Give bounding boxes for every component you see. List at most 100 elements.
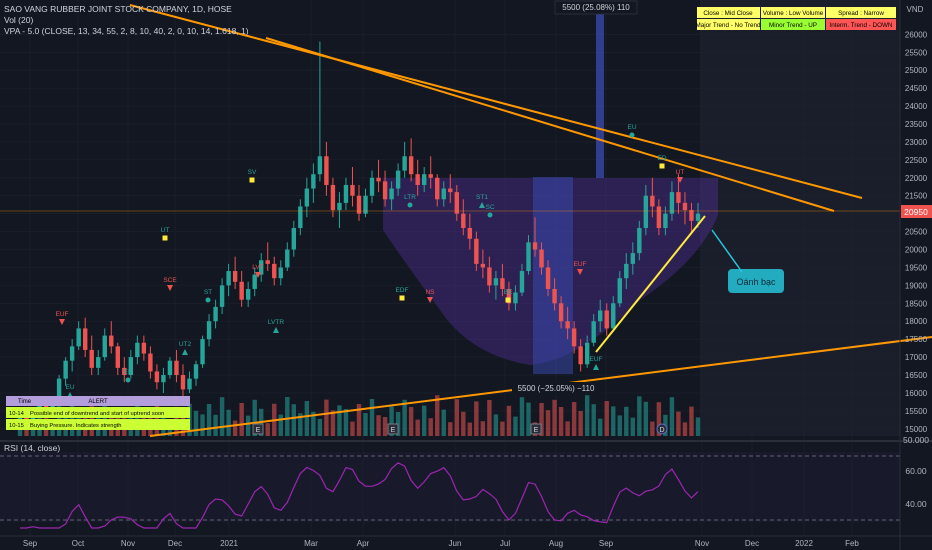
candle-body	[63, 360, 68, 379]
volume-bar	[252, 399, 257, 436]
time-tick: Jul	[500, 539, 510, 548]
current-price-tag	[901, 205, 932, 218]
signal-label: SV	[248, 169, 257, 176]
callout-box[interactable]	[728, 269, 784, 293]
volume-bar	[389, 406, 394, 436]
candle-body	[369, 177, 375, 196]
volume-bar	[421, 405, 427, 436]
alert-row-2	[6, 419, 190, 430]
time-tick: Dec	[745, 539, 759, 548]
volume-bar	[598, 418, 603, 436]
price-tick: 16000	[905, 389, 928, 398]
candle-body	[343, 184, 349, 203]
candle-body	[193, 364, 199, 379]
volume-bar	[350, 421, 355, 436]
candle-body	[532, 242, 538, 250]
candle-body	[565, 321, 570, 329]
chart-title: SAO VANG RUBBER JOINT STOCK COMPANY, 1D,…	[4, 4, 232, 14]
time-axis[interactable]: Sep Oct Nov Dec 2021 Mar Apr Jun Jul Aug Sep Nov Dec…	[23, 539, 860, 548]
candle-body	[448, 188, 453, 193]
earnings-marker[interactable]	[530, 423, 542, 435]
legend-volume	[761, 7, 825, 18]
rsi-band	[0, 452, 900, 522]
signal-up	[593, 364, 599, 370]
volume-bar	[330, 410, 336, 436]
volume-bar	[226, 409, 231, 436]
volume-bar	[232, 420, 238, 436]
volume-bar	[689, 406, 694, 436]
volume-bar	[304, 401, 310, 436]
candle-body	[128, 357, 134, 376]
alert-header-time: Time	[18, 399, 32, 405]
volume-bar	[461, 411, 466, 436]
volume-bar	[474, 401, 479, 436]
price-tick: 15000	[905, 425, 928, 434]
candle-body	[115, 346, 120, 368]
candle-body	[89, 349, 94, 368]
volume-bar	[682, 422, 688, 436]
earnings-marker[interactable]	[387, 423, 399, 435]
signal-dot	[487, 212, 493, 218]
candle-body	[356, 195, 362, 214]
candle-body	[493, 278, 499, 286]
price-tick: 20000	[905, 246, 928, 255]
signal-down	[255, 272, 261, 278]
signal-label: EDF	[396, 287, 409, 294]
candle-body	[598, 310, 603, 322]
legend-major-trend-text: Major Trend - No Trend	[695, 22, 761, 29]
earnings-marker[interactable]	[252, 423, 264, 435]
legend-interm-trend	[826, 19, 896, 30]
volume-bar	[245, 415, 251, 436]
candle-body	[558, 303, 564, 322]
candle-body	[82, 328, 88, 350]
volume-bar	[402, 399, 407, 436]
candle-body	[252, 274, 257, 289]
signal-label: ST	[204, 289, 212, 296]
price-axis[interactable]: 26000 25500 25000 24500 24000 23500 23000 22500…	[905, 30, 928, 433]
volume-bar	[382, 417, 388, 436]
signal-dot	[407, 202, 413, 208]
volume-bar	[656, 402, 662, 436]
candle-body	[454, 192, 459, 214]
dividend-marker[interactable]	[656, 423, 668, 435]
price-tick: 25000	[905, 66, 928, 75]
time-tick: Mar	[304, 539, 318, 548]
candle-body	[285, 249, 290, 268]
volume-bar	[69, 400, 75, 436]
candle-body	[682, 202, 688, 211]
alert-row-1-time: 10-14	[9, 411, 25, 417]
candle-body	[304, 188, 310, 207]
candles	[17, 41, 701, 429]
volume-bar	[441, 409, 446, 436]
candle-body	[421, 174, 427, 185]
signal-down	[59, 319, 65, 325]
time-tick: 2022	[795, 539, 813, 548]
candle-body	[148, 353, 153, 372]
volume-bar	[617, 415, 622, 436]
legend-minor-trend	[761, 19, 825, 30]
volume-bar	[552, 399, 557, 436]
volume-bar	[695, 417, 701, 436]
alert-header	[6, 396, 190, 406]
candle-body	[663, 213, 668, 228]
time-tick: Nov	[121, 539, 135, 548]
candle-body	[591, 321, 596, 343]
signal-up	[273, 327, 279, 333]
signal-dot	[125, 377, 131, 383]
earnings-marker-label: E	[391, 427, 396, 434]
signal-label: SCE	[163, 277, 177, 284]
dividend-marker-label: D	[659, 427, 664, 434]
volume-bar	[578, 411, 583, 436]
earnings-marker-label: E	[256, 427, 261, 434]
volume-bar	[519, 397, 525, 436]
legend-spread-text: Spread : Narrow	[838, 10, 884, 17]
candle-body	[428, 174, 433, 178]
volume-bar	[343, 409, 349, 436]
signal-label: UT	[676, 169, 685, 176]
event-markers[interactable]: E E E D	[252, 423, 668, 435]
signal-label: SC	[485, 204, 494, 211]
candle-body	[519, 271, 525, 293]
earnings-marker-label: E	[534, 427, 539, 434]
candle-body	[467, 228, 473, 239]
